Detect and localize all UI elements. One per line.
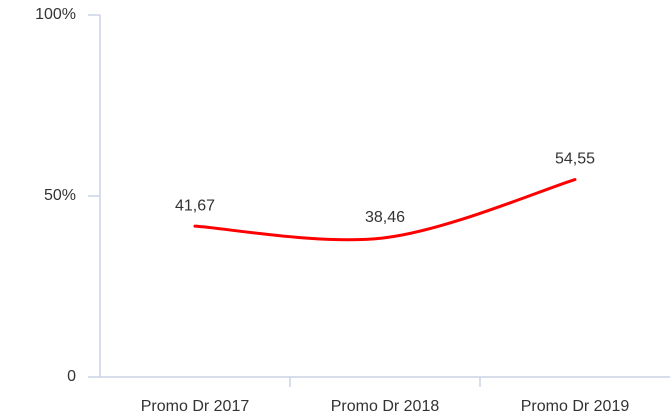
data-label: 38,46 <box>365 209 405 226</box>
x-tick-label: Promo Dr 2018 <box>331 398 440 415</box>
line <box>193 178 577 242</box>
y-tick-label: 100% <box>35 6 76 23</box>
data-label: 41,67 <box>175 197 215 214</box>
data-label: 54,55 <box>555 151 595 168</box>
x-tick-label: Promo Dr 2017 <box>141 398 250 415</box>
x-tick-label: Promo Dr 2019 <box>521 398 630 415</box>
y-tick-label: 0 <box>67 368 76 385</box>
y-tick-label: 50% <box>44 187 76 204</box>
